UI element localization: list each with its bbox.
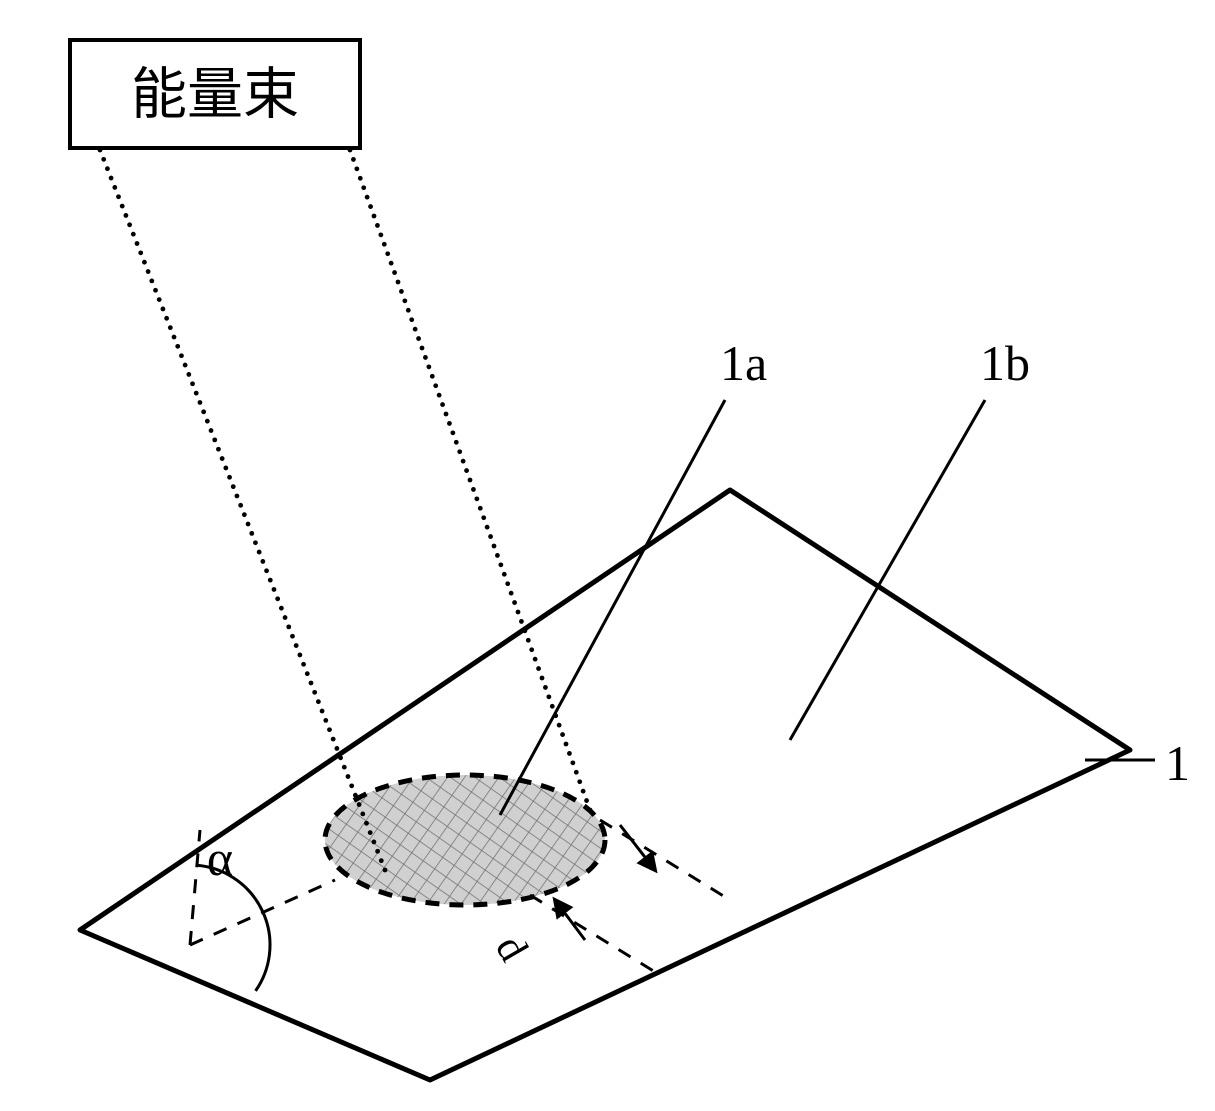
d-label: d [486,928,536,969]
beam-source-label: 能量束 [131,65,299,127]
callout-line-la [500,400,725,815]
alpha-label: α [207,830,233,886]
callout-label-la: 1a [720,335,767,391]
beam-dotted-left [98,148,388,873]
d-extension-1 [600,820,730,900]
callout-line-lb [790,400,985,740]
d-arrow-1 [620,825,655,870]
d-arrow-2 [555,900,585,940]
callout-label-l1: 1 [1165,735,1190,791]
callout-label-lb: 1b [980,335,1030,391]
d-extension-2 [530,895,660,975]
plate-outline [80,490,1130,1080]
